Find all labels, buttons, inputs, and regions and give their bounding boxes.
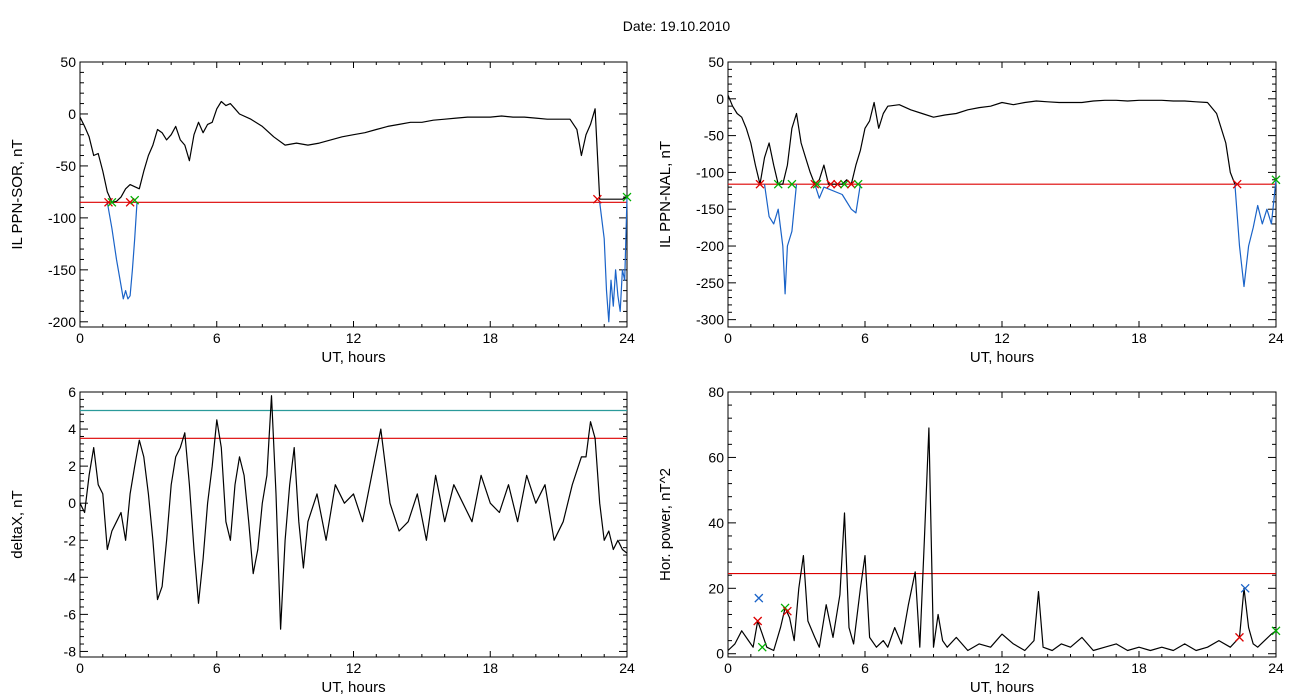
power-crossing-marker (754, 593, 764, 603)
nal-crossing-marker (773, 179, 783, 189)
power-ytick-label: 0 (716, 646, 724, 662)
nal-ylabel: IL PPN-NAL, nT (657, 141, 674, 248)
deltax-xtick-label: 6 (213, 660, 221, 676)
power-series-line (727, 427, 1277, 652)
nal-series-line (727, 94, 1236, 185)
sor-crossing-marker (107, 197, 117, 207)
nal-crossing-marker (810, 179, 820, 189)
nal-crossing-marker (755, 179, 765, 189)
sor-crossing-marker (130, 195, 140, 205)
power-plot-frame (727, 391, 1277, 658)
power-xtick-label: 0 (724, 660, 732, 676)
power-xlabel: UT, hours (970, 679, 1034, 696)
power-crossing-marker (782, 606, 792, 616)
nal-series-line (763, 184, 798, 295)
sor-ytick-label: -100 (48, 210, 76, 226)
power-ytick-label: 40 (708, 515, 724, 531)
deltax-ytick-label: -2 (64, 532, 77, 548)
power-crossing-marker (753, 616, 763, 626)
nal-xlabel: UT, hours (970, 349, 1034, 366)
deltax-ytick-label: 6 (68, 384, 76, 400)
sor-crossing-marker (125, 197, 135, 207)
nal-crossing-marker (833, 179, 843, 189)
power-xtick-label: 24 (1268, 660, 1284, 676)
nal-xtick-label: 0 (724, 330, 732, 346)
deltax-series-line (79, 395, 628, 630)
nal-xtick-label: 6 (861, 330, 869, 346)
nal-series-line (1234, 179, 1277, 288)
sor-ytick-label: 0 (68, 106, 76, 122)
deltax-ytick-label: 0 (68, 495, 76, 511)
sor-xtick-label: 12 (346, 330, 362, 346)
nal-xtick-label: 18 (1131, 330, 1147, 346)
nal-ytick-label: -100 (696, 164, 724, 180)
power-ylabel: Hor. power, nT^2 (657, 468, 674, 581)
sor-xtick-label: 24 (619, 330, 635, 346)
sor-ytick-label: -50 (56, 158, 76, 174)
nal-ytick-label: -50 (704, 128, 724, 144)
nal-crossing-marker (1232, 179, 1242, 189)
sor-ytick-label: -150 (48, 262, 76, 278)
power-crossing-marker (757, 642, 767, 652)
sor-series-line (79, 100, 628, 203)
power-crossing-marker (1235, 632, 1244, 642)
deltax-ylabel: deltaX, nT (9, 490, 26, 558)
sor-series-line (106, 202, 138, 300)
nal-ytick-label: 50 (708, 54, 724, 70)
nal-ytick-label: -250 (696, 275, 724, 291)
nal-crossing-marker (846, 179, 856, 189)
sor-ylabel: IL PPN-SOR, nT (9, 139, 26, 249)
deltax-ytick-label: -8 (64, 643, 77, 659)
deltax-xtick-label: 24 (619, 660, 635, 676)
nal-ytick-label: 0 (716, 91, 724, 107)
power-xtick-label: 12 (994, 660, 1010, 676)
nal-crossing-marker (812, 179, 822, 189)
nal-series-line (814, 184, 861, 214)
deltax-ytick-label: 4 (68, 421, 76, 437)
sor-xlabel: UT, hours (321, 349, 385, 366)
power-ytick-label: 80 (708, 384, 724, 400)
nal-crossing-marker (853, 179, 863, 189)
sor-crossing-marker (592, 194, 602, 204)
sor-ytick-label: -200 (48, 314, 76, 330)
deltax-xlabel: UT, hours (321, 679, 385, 696)
sor-series-line (599, 197, 628, 323)
nal-xtick-label: 12 (994, 330, 1010, 346)
deltax-ytick-label: 2 (68, 458, 76, 474)
sor-plot-frame (79, 61, 628, 328)
sor-xtick-label: 0 (76, 330, 84, 346)
deltax-ytick-label: -4 (64, 569, 77, 585)
nal-crossing-marker (839, 179, 849, 189)
power-xtick-label: 18 (1131, 660, 1147, 676)
sor-xtick-label: 6 (213, 330, 221, 346)
sor-xtick-label: 18 (482, 330, 498, 346)
sor-crossing-marker (622, 192, 632, 202)
deltax-plot-frame (79, 391, 628, 658)
deltax-xtick-label: 18 (482, 660, 498, 676)
deltax-ytick-label: -6 (64, 606, 77, 622)
nal-crossing-marker (787, 179, 797, 189)
page-title: Date: 19.10.2010 (622, 18, 731, 34)
nal-crossing-marker (1271, 175, 1281, 185)
nal-ytick-label: -200 (696, 238, 724, 254)
nal-xtick-label: 24 (1268, 330, 1284, 346)
power-crossing-marker (1271, 626, 1281, 636)
nal-ytick-label: -150 (696, 201, 724, 217)
power-ytick-label: 60 (708, 449, 724, 465)
sor-ytick-label: 50 (60, 54, 76, 70)
deltax-xtick-label: 12 (346, 660, 362, 676)
power-xtick-label: 6 (861, 660, 869, 676)
power-ytick-label: 20 (708, 580, 724, 596)
deltax-xtick-label: 0 (76, 660, 84, 676)
nal-ytick-label: -300 (696, 312, 724, 328)
power-crossing-marker (1240, 583, 1250, 593)
sor-crossing-marker (104, 197, 113, 207)
nal-crossing-marker (826, 179, 836, 189)
